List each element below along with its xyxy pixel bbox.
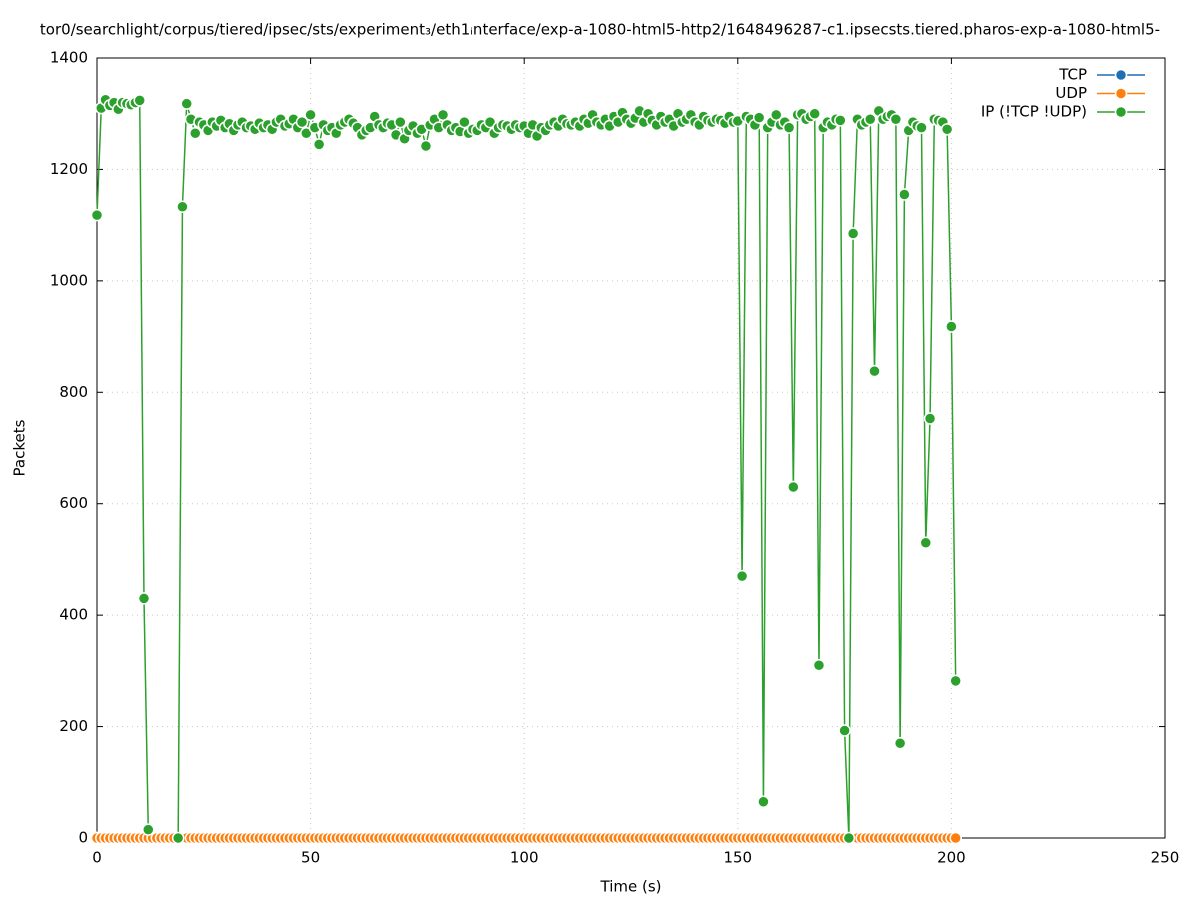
x-tick-label: 100 [510,849,539,867]
data-point [752,111,766,124]
x-tick-label: 250 [1151,849,1180,867]
data-point [919,536,933,549]
data-point [483,115,497,129]
data-point [893,737,907,750]
y-tick-label: 0 [78,829,88,847]
legend-swatch [1114,87,1128,100]
chart-title: tor0/searchlight/corpus/tiered/ipsec/sts… [40,21,1160,39]
y-tick-label: 400 [59,606,88,624]
data-point [787,480,800,494]
legend-label: IP (!TCP !UDP) [981,103,1087,121]
data-point [142,823,155,836]
legend-swatch [1114,68,1128,82]
data-point [812,659,826,672]
y-tick-label: 800 [59,383,88,401]
data-point [735,569,749,583]
data-point [834,114,847,127]
data-point [180,97,193,110]
data-point [889,113,903,126]
data-point [133,94,146,107]
data-point [304,108,317,122]
data-point [394,115,407,129]
data-point [923,412,937,425]
data-point [868,364,881,378]
data-point [863,113,877,126]
data-point [838,724,851,737]
data-point [176,200,189,214]
data-point [757,795,770,809]
x-tick-label: 150 [723,849,752,867]
data-point [808,107,821,120]
data-point [782,121,796,134]
data-point [90,208,104,222]
data-point [898,188,911,201]
data-point [189,126,202,140]
legend-label: TCP [1058,66,1087,84]
data-point [846,227,860,240]
data-point [295,115,309,129]
x-tick-label: 0 [92,849,102,867]
y-tick-label: 600 [59,494,88,512]
data-point [171,831,185,845]
data-point [458,115,471,129]
data-point [940,123,954,136]
x-axis-label: Time (s) [600,878,662,896]
data-point [949,831,962,845]
data-point [842,831,856,845]
plot-border [96,57,1166,839]
data-point [915,121,928,134]
data-point [300,126,313,140]
data-point [419,139,433,153]
y-tick-label: 1000 [50,271,88,289]
y-tick-label: 1200 [50,160,88,178]
data-point [312,138,326,151]
x-tick-label: 200 [937,849,966,867]
series-line [96,98,957,839]
data-point [949,674,962,688]
y-tick-label: 1400 [50,49,88,67]
legend-swatch [1114,105,1128,119]
data-point [945,320,958,333]
data-point [137,592,151,605]
x-tick-label: 50 [301,849,320,867]
legend-label: UDP [1055,84,1087,102]
y-axis-label: Packets [11,419,29,476]
y-tick-label: 200 [59,717,88,735]
